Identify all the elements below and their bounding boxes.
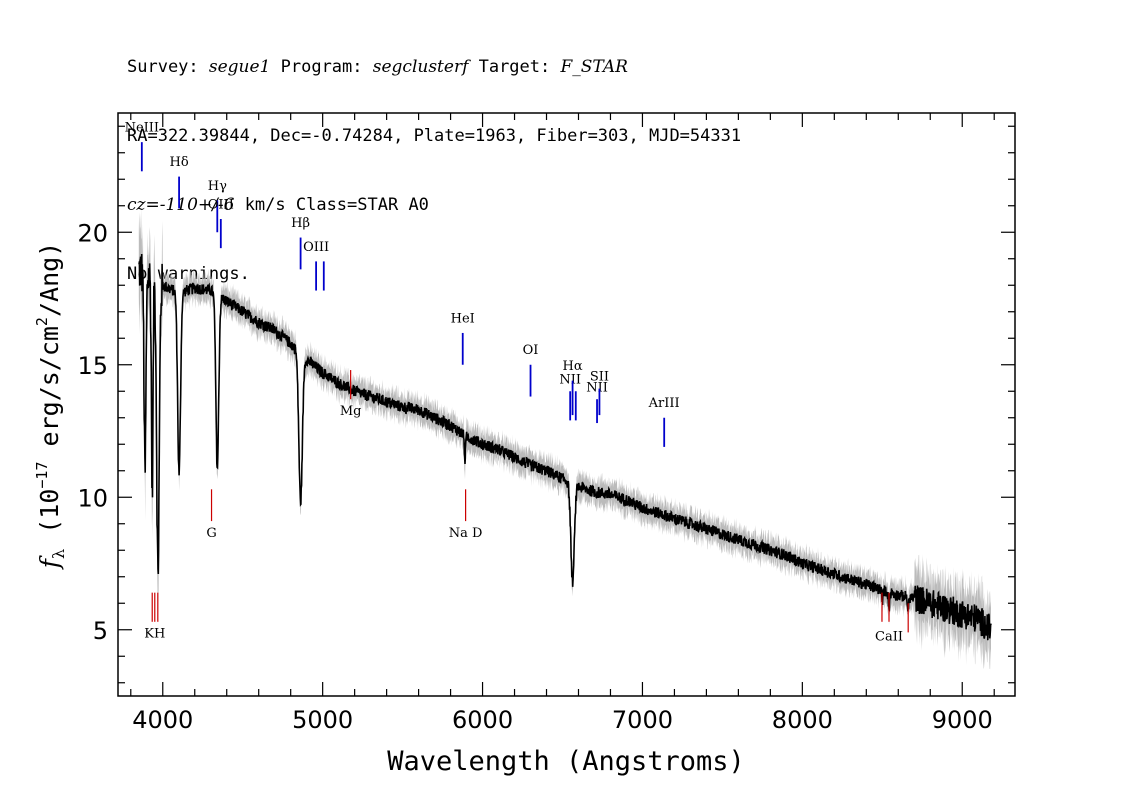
header-line-coords: RA=322.39844, Dec=-0.74284, Plate=1963, … xyxy=(127,126,742,146)
y-axis-label: fλ (10−17 erg/s/cm2/Ang) xyxy=(33,242,68,570)
y-label-exp2: 2 xyxy=(33,317,51,326)
x-tick-label-8000: 8000 xyxy=(772,706,833,734)
line-label-12: NII xyxy=(586,380,608,395)
error-band xyxy=(138,206,992,670)
y-label-exp: −17 xyxy=(33,462,51,489)
class-text: km/s Class=STAR A0 xyxy=(234,195,429,215)
x-axis-label: Wavelength (Angstroms) xyxy=(387,746,745,777)
x-tick-label-5000: 5000 xyxy=(292,706,353,734)
survey-label: Survey: xyxy=(127,57,209,77)
y-label-f: f xyxy=(35,555,64,570)
line-label-10: Hα xyxy=(563,359,583,374)
program-value: segclusterf xyxy=(372,57,469,77)
line-label-19: Mg xyxy=(340,404,362,419)
line-label-2: Hγ xyxy=(208,179,227,194)
line-label-7: HeI xyxy=(451,311,475,326)
line-label-9: NII xyxy=(559,372,581,387)
x-tick-label-4000: 4000 xyxy=(132,706,193,734)
target-value: F_STAR xyxy=(560,57,628,77)
y-tick-label-10: 10 xyxy=(77,484,108,512)
survey-value: segue1 xyxy=(208,57,271,77)
axis-ticks: 4000 5000 6000 7000 8000 9000 5 10 15 20 xyxy=(77,113,1015,734)
svg-text:fλ (10−17 erg/s/cm2/Ang): fλ (10−17 erg/s/cm2/Ang) xyxy=(33,242,68,570)
error-band-layer xyxy=(138,206,992,670)
line-label-20: Na D xyxy=(449,526,483,541)
line-label-4: Hβ xyxy=(291,216,310,231)
line-label-14: ArIII xyxy=(648,396,680,411)
y-tick-label-5: 5 xyxy=(93,617,108,645)
header-line-survey: Survey: segue1 Program: segclusterf Targ… xyxy=(127,56,741,79)
spectrum-line xyxy=(138,253,992,641)
x-tick-label-7000: 7000 xyxy=(612,706,673,734)
line-label-18: G xyxy=(206,526,216,541)
line-label-8: OI xyxy=(523,343,539,358)
line-label-1: Hδ xyxy=(169,155,188,170)
spectrum-header: Survey: segue1 Program: segclusterf Targ… xyxy=(127,10,741,309)
y-label-post: /Ang) xyxy=(35,242,64,317)
line-label-5: OIII xyxy=(303,240,329,255)
y-tick-label-15: 15 xyxy=(77,352,108,380)
target-label: Target: xyxy=(468,57,561,77)
y-label-lambda: λ xyxy=(49,549,68,559)
spectrum-layer xyxy=(138,253,992,641)
line-label-15: KH xyxy=(144,627,165,642)
line-label-0: NeIII xyxy=(125,121,159,136)
program-label: Program: xyxy=(270,57,373,77)
y-label-pre: (10 xyxy=(35,489,64,549)
x-tick-label-9000: 9000 xyxy=(932,706,993,734)
cz-value: cz=-110+/-6 xyxy=(127,195,235,215)
line-label-3: OIII xyxy=(208,197,234,212)
line-label-21: CaII xyxy=(875,629,903,644)
y-tick-label-20: 20 xyxy=(77,219,108,247)
y-label-mid: erg/s/cm xyxy=(35,326,64,461)
header-line-redshift: cz=-110+/-6 km/s Class=STAR A0 xyxy=(127,194,741,217)
plot-frame xyxy=(117,112,1016,697)
line-marker-layer: NeIIIHδHγOIIIHβOIIIHeIOINIIHαNIISIIArIII… xyxy=(125,121,909,644)
line-label-13: SII xyxy=(590,370,609,385)
x-tick-label-6000: 6000 xyxy=(452,706,513,734)
